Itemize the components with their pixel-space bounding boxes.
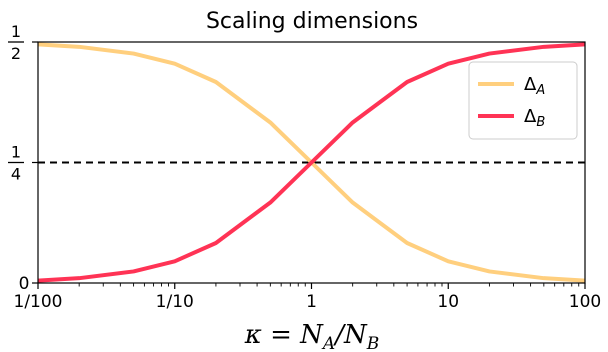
fraction-numerator: 1 xyxy=(11,22,21,41)
plot-area xyxy=(37,42,586,283)
x-axis-label-sub-b: B xyxy=(366,334,380,352)
legend-box xyxy=(468,61,578,140)
legend: ΔA ΔB xyxy=(468,61,578,140)
x-tick-label: 1/100 xyxy=(14,292,63,312)
fraction-denominator: 2 xyxy=(11,44,21,63)
x-axis-label-base: κ = N xyxy=(244,320,324,350)
y-tick-fraction-label: 14 xyxy=(8,143,24,184)
x-tick-label: 10 xyxy=(437,292,459,312)
x-axis-label-sub-a: A xyxy=(321,334,335,352)
chart-title: Scaling dimensions xyxy=(206,9,418,34)
fraction-denominator: 4 xyxy=(11,165,21,184)
y-tick-fraction-label: 12 xyxy=(8,22,24,63)
fraction-numerator: 1 xyxy=(11,143,21,162)
x-axis-label: κ = NA/NB xyxy=(244,320,379,352)
x-tick-label: 1/10 xyxy=(156,292,194,312)
y-tick-label: 0 xyxy=(19,274,30,294)
x-axis-label-mid: /N xyxy=(332,320,368,350)
x-tick-label: 1 xyxy=(306,292,317,312)
legend-label-delta-b: ΔB xyxy=(524,106,545,130)
series-line-delta-b xyxy=(37,42,586,283)
x-tick-label: 100 xyxy=(569,292,601,312)
legend-label-delta-a: ΔA xyxy=(524,74,545,98)
